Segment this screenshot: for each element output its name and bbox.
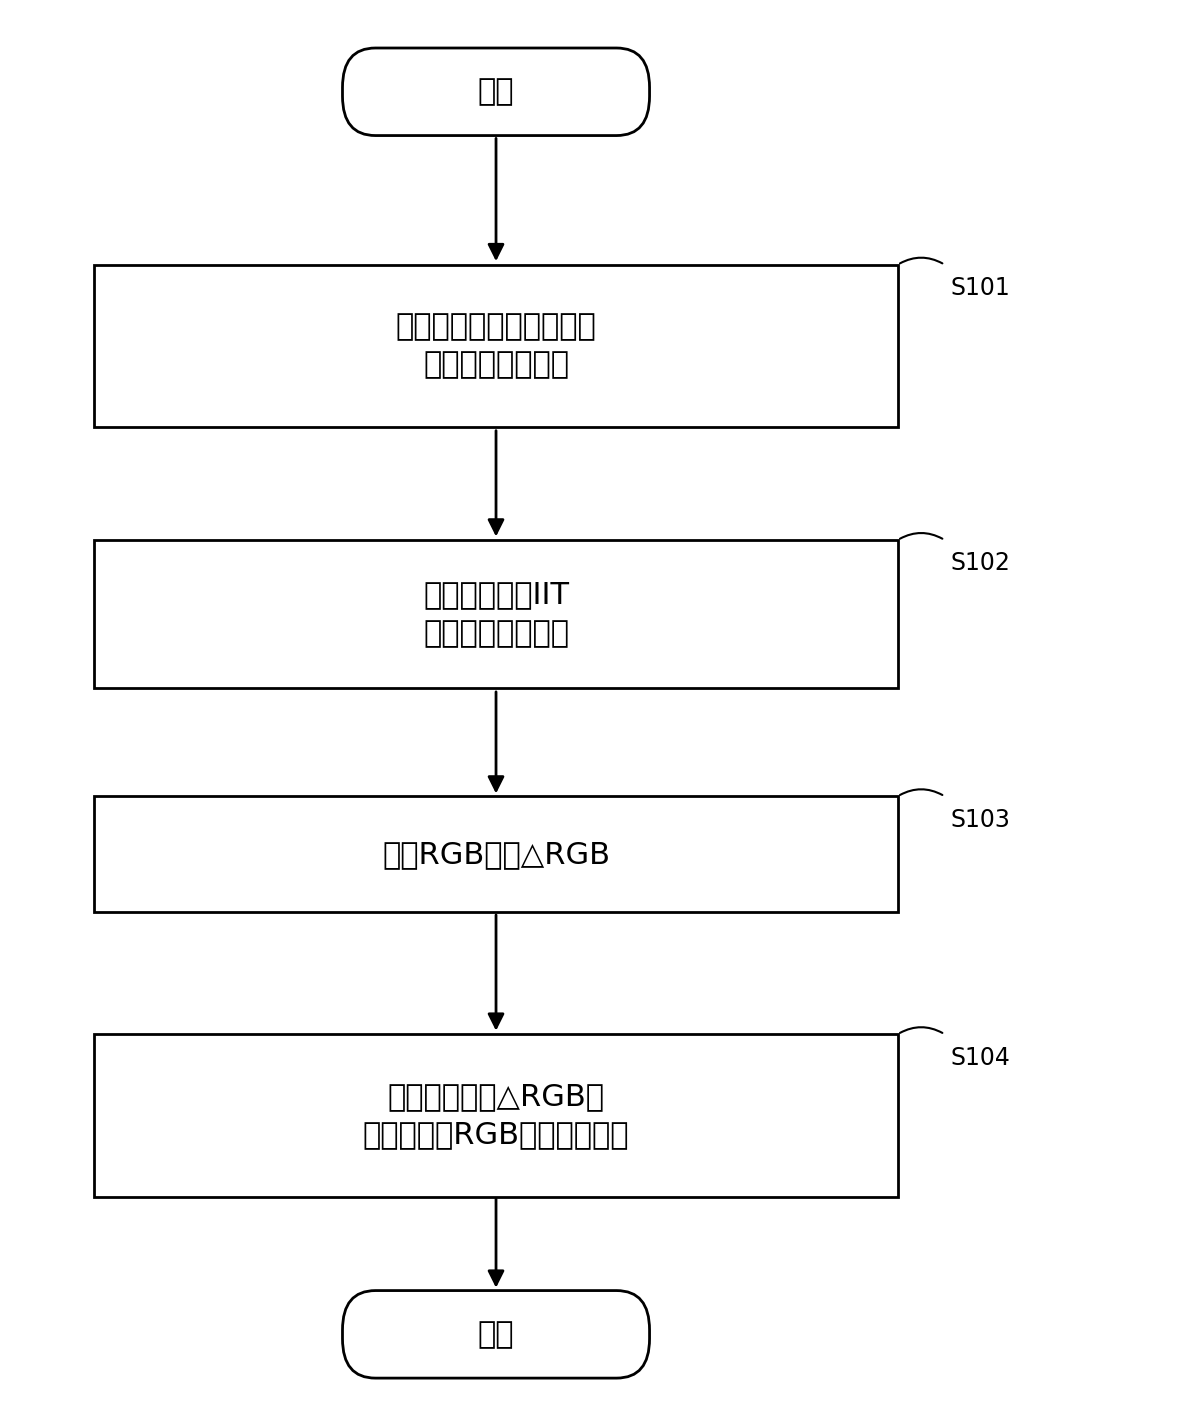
Text: 开始: 开始 [478,78,514,106]
Text: S103: S103 [951,808,1011,832]
Text: S101: S101 [951,277,1011,299]
Text: S102: S102 [951,552,1011,575]
Text: S104: S104 [951,1045,1011,1069]
Text: 由模拟装置的IIT
读取输出块的每个: 由模拟装置的IIT 读取输出块的每个 [423,580,569,648]
Text: 由目标装置和模拟装置中
的每个输出块图像: 由目标装置和模拟装置中 的每个输出块图像 [396,312,596,380]
FancyBboxPatch shape [94,1034,898,1197]
FancyBboxPatch shape [342,48,650,136]
FancyBboxPatch shape [342,1291,650,1378]
Text: 计算RGB差値△RGB: 计算RGB差値△RGB [381,840,611,868]
Text: 结束: 结束 [478,1320,514,1348]
FancyBboxPatch shape [94,796,898,912]
FancyBboxPatch shape [94,539,898,689]
FancyBboxPatch shape [94,265,898,426]
Text: 创建用于添加△RGB至
输入图像的RGB値的添加参数: 创建用于添加△RGB至 输入图像的RGB値的添加参数 [363,1082,629,1149]
